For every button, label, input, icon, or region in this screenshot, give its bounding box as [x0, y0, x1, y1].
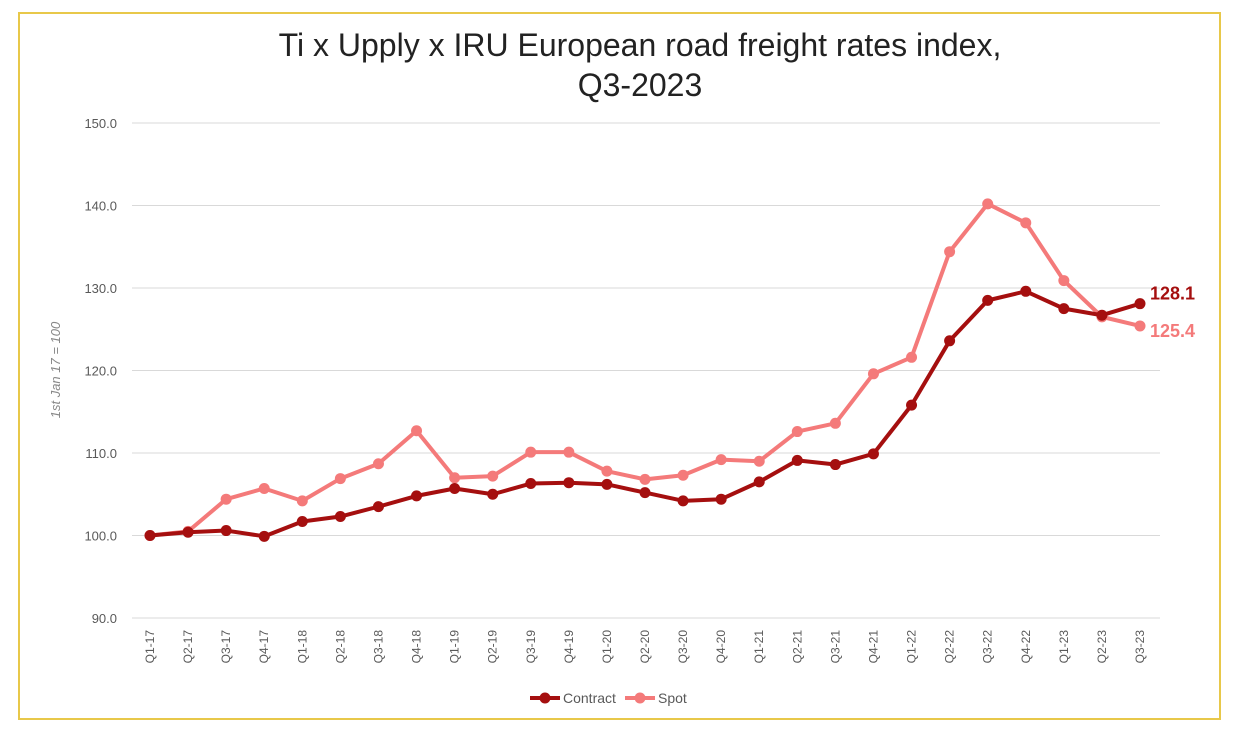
- data-point-contract: [411, 490, 423, 502]
- data-point-spot: [715, 454, 727, 466]
- data-point-spot: [639, 473, 651, 485]
- x-tick-label: Q3-20: [676, 630, 690, 664]
- data-point-spot: [829, 417, 841, 429]
- x-tick-label: Q1-19: [448, 630, 462, 664]
- x-tick-label: Q1-17: [143, 630, 157, 664]
- y-axis-label: 1st Jan 17 = 100: [48, 321, 63, 418]
- data-point-contract: [1058, 303, 1070, 315]
- data-point-contract: [220, 525, 232, 537]
- data-point-contract: [1134, 298, 1146, 310]
- data-point-spot: [1134, 320, 1146, 332]
- legend-marker: [634, 692, 646, 704]
- data-point-spot: [791, 426, 803, 438]
- legend-label-contract: Contract: [563, 690, 616, 706]
- x-tick-label: Q1-22: [905, 630, 919, 664]
- legend-marker: [539, 692, 551, 704]
- data-point-spot: [372, 458, 384, 470]
- x-tick-label: Q3-23: [1133, 630, 1147, 664]
- x-tick-label: Q4-20: [714, 630, 728, 664]
- x-tick-label: Q2-20: [638, 630, 652, 664]
- y-tick-label: 130.0: [84, 281, 117, 296]
- data-point-contract: [182, 526, 194, 538]
- data-point-spot: [677, 469, 689, 481]
- data-point-spot: [906, 351, 918, 363]
- data-point-contract: [372, 501, 384, 513]
- y-tick-label: 100.0: [84, 529, 117, 544]
- data-point-contract: [639, 487, 651, 499]
- data-point-spot: [411, 425, 423, 437]
- data-point-contract: [563, 477, 575, 489]
- y-tick-label: 150.0: [84, 116, 117, 131]
- data-point-contract: [715, 493, 727, 505]
- x-tick-label: Q3-17: [219, 630, 233, 664]
- data-point-contract: [334, 511, 346, 523]
- data-point-contract: [677, 495, 689, 507]
- data-point-contract: [144, 530, 156, 541]
- y-tick-label: 140.0: [84, 199, 117, 214]
- data-point-contract: [258, 530, 270, 542]
- x-tick-label: Q3-19: [524, 630, 538, 664]
- y-tick-label: 120.0: [84, 364, 117, 379]
- x-tick-label: Q4-22: [1019, 630, 1033, 664]
- chart-title-line1: Ti x Upply x IRU European road freight r…: [279, 27, 1002, 63]
- data-point-contract: [753, 476, 765, 488]
- data-point-spot: [944, 246, 956, 258]
- y-tick-label: 90.0: [92, 611, 117, 626]
- x-tick-label: Q3-21: [828, 630, 842, 664]
- data-point-contract: [296, 515, 308, 527]
- x-tick-label: Q1-18: [295, 630, 309, 664]
- data-point-spot: [1020, 217, 1032, 229]
- x-tick-label: Q2-23: [1095, 630, 1109, 664]
- x-tick-label: Q3-18: [371, 630, 385, 664]
- data-point-contract: [1096, 309, 1108, 321]
- data-point-contract: [829, 459, 841, 471]
- data-point-spot: [449, 472, 461, 484]
- data-point-spot: [296, 495, 308, 507]
- end-label-contract: 128.1: [1150, 284, 1195, 304]
- data-point-contract: [867, 448, 879, 460]
- data-point-contract: [525, 478, 537, 490]
- x-tick-label: Q4-18: [410, 630, 424, 664]
- x-tick-label: Q1-20: [600, 630, 614, 664]
- x-tick-label: Q2-22: [943, 630, 957, 664]
- data-point-contract: [791, 454, 803, 466]
- x-tick-label: Q4-17: [257, 630, 271, 664]
- data-point-spot: [601, 465, 613, 477]
- x-tick-label: Q1-23: [1057, 630, 1071, 664]
- x-tick-label: Q4-19: [562, 630, 576, 664]
- data-point-contract: [944, 335, 956, 347]
- data-point-contract: [906, 399, 918, 411]
- data-point-spot: [753, 455, 765, 467]
- data-point-spot: [487, 470, 499, 482]
- x-tick-label: Q2-19: [486, 630, 500, 664]
- data-point-spot: [982, 198, 994, 210]
- data-point-contract: [487, 488, 499, 500]
- data-point-spot: [258, 482, 270, 494]
- data-point-contract: [1020, 285, 1032, 297]
- x-tick-label: Q2-17: [181, 630, 195, 664]
- legend-label-spot: Spot: [658, 690, 687, 706]
- x-tick-label: Q4-21: [866, 630, 880, 664]
- data-point-spot: [220, 493, 232, 505]
- y-tick-label: 110.0: [85, 446, 117, 461]
- series-line-spot: [149, 201, 1141, 538]
- end-label-spot: 125.4: [1150, 321, 1195, 341]
- x-tick-label: Q2-18: [333, 630, 347, 664]
- data-point-spot: [525, 446, 537, 458]
- data-point-contract: [982, 294, 994, 306]
- data-point-spot: [334, 473, 346, 485]
- chart-frame: [18, 12, 1221, 720]
- x-tick-label: Q1-21: [752, 630, 766, 664]
- data-point-spot: [867, 368, 879, 380]
- chart-title-line2: Q3-2023: [578, 67, 703, 103]
- data-point-contract: [449, 482, 461, 494]
- x-tick-label: Q3-22: [981, 630, 995, 664]
- x-tick-label: Q2-21: [790, 630, 804, 664]
- data-point-contract: [601, 478, 613, 490]
- data-point-spot: [563, 446, 575, 458]
- data-point-spot: [1058, 275, 1070, 287]
